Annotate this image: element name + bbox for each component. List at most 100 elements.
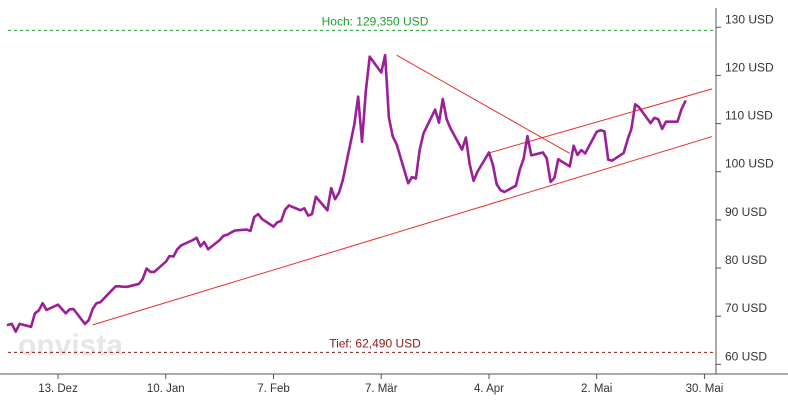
x-tick-label-6: 2. Mai	[581, 383, 612, 395]
data-point-116	[626, 138, 629, 142]
data-point-5	[29, 325, 33, 328]
x-tick-label-1: 13. Dez	[38, 383, 78, 395]
data-point-110	[595, 130, 598, 133]
data-point-122	[657, 118, 660, 121]
data-point-106	[572, 144, 575, 147]
data-point-72	[387, 116, 391, 119]
data-point-107	[576, 153, 579, 156]
data-point-95	[514, 184, 518, 187]
data-point-89	[476, 170, 479, 173]
data-point-29	[153, 270, 156, 274]
data-point-45	[245, 228, 248, 231]
data-point-85	[460, 148, 464, 151]
data-point-88	[472, 179, 475, 182]
data-point-36	[195, 236, 198, 239]
data-point-99	[530, 154, 533, 157]
data-point-61	[330, 187, 333, 190]
y-tick-label-100: 100 USD	[725, 157, 774, 171]
data-point-8	[41, 302, 44, 305]
trend-line-2	[396, 54, 571, 154]
data-point-121	[653, 116, 656, 119]
data-point-26	[141, 278, 144, 281]
watermark-onvista: onvista	[18, 329, 123, 362]
data-point-46	[249, 229, 252, 233]
data-point-10	[56, 303, 60, 306]
data-point-115	[622, 151, 625, 155]
data-point-58	[310, 213, 314, 216]
series-line-1	[6, 53, 687, 333]
data-point-86	[464, 136, 467, 139]
data-point-49	[260, 217, 264, 221]
data-point-25	[137, 282, 140, 286]
x-tick-label-2: 10. Jan	[147, 383, 185, 395]
data-point-125	[676, 120, 679, 123]
data-point-13	[68, 308, 71, 311]
data-point-9	[45, 308, 48, 312]
data-point-103	[553, 176, 556, 180]
data-point-82	[441, 97, 444, 101]
data-point-91	[491, 163, 494, 166]
data-point-17	[91, 307, 94, 311]
data-point-78	[418, 148, 421, 151]
data-point-65	[353, 123, 356, 126]
data-point-71	[383, 54, 387, 57]
data-point-64	[341, 179, 344, 182]
data-point-102	[549, 180, 552, 183]
y-tick-label-90: 90 USD	[725, 205, 767, 219]
data-point-113	[607, 158, 610, 161]
data-point-124	[664, 120, 668, 123]
data-point-92	[495, 183, 498, 186]
data-point-51	[276, 221, 279, 224]
data-point-28	[149, 270, 152, 274]
data-point-114	[611, 159, 614, 162]
data-point-100	[541, 151, 544, 154]
data-point-40	[218, 239, 221, 242]
data-point-104	[557, 158, 560, 161]
data-point-74	[395, 143, 398, 146]
data-point-70	[380, 71, 383, 74]
data-point-109	[584, 152, 587, 155]
data-point-120	[649, 122, 652, 125]
data-point-15	[83, 322, 87, 326]
data-point-62	[333, 198, 337, 201]
data-point-83	[445, 118, 448, 121]
x-tick-label-7: 30. Mai	[686, 383, 724, 395]
data-point-96	[518, 168, 521, 171]
data-point-66	[357, 95, 360, 98]
data-point-7	[37, 309, 40, 312]
data-point-4	[18, 322, 21, 326]
data-point-73	[391, 135, 394, 138]
data-point-80	[434, 108, 437, 111]
data-point-97	[522, 157, 525, 160]
data-point-33	[176, 248, 179, 251]
low-annotation: Tief: 62,490 USD	[329, 336, 421, 350]
data-point-42	[226, 233, 229, 236]
axes: 60 USD 70 USD 80 USD 90 USD 100 USD 110 USD 12…	[0, 8, 788, 395]
data-point-76	[410, 175, 414, 179]
high-annotation: Hoch: 129,350 USD	[322, 14, 429, 28]
data-point-24	[126, 285, 129, 288]
trend-line-1	[92, 136, 713, 326]
y-tick-label-120: 120 USD	[725, 60, 774, 74]
data-point-55	[299, 209, 302, 212]
data-point-30	[164, 260, 167, 263]
data-point-56	[303, 207, 306, 210]
data-point-34	[180, 244, 183, 247]
y-tick-label-80: 80 USD	[725, 253, 767, 267]
data-point-75	[407, 182, 410, 185]
y-tick-label-130: 130 USD	[725, 12, 774, 26]
data-point-81	[437, 121, 441, 124]
data-point-77	[414, 177, 417, 180]
data-point-126	[680, 108, 683, 111]
data-point-94	[503, 190, 506, 194]
data-point-6	[33, 312, 37, 315]
trend-lines	[92, 54, 713, 326]
x-tick-label-5: 4. Apr	[474, 383, 504, 395]
data-point-63	[337, 191, 341, 195]
data-point-98	[526, 135, 529, 138]
data-point-90	[487, 151, 491, 154]
data-point-31	[168, 254, 171, 258]
data-point-19	[99, 301, 102, 304]
data-point-117	[630, 127, 633, 130]
data-point-22	[118, 285, 121, 288]
